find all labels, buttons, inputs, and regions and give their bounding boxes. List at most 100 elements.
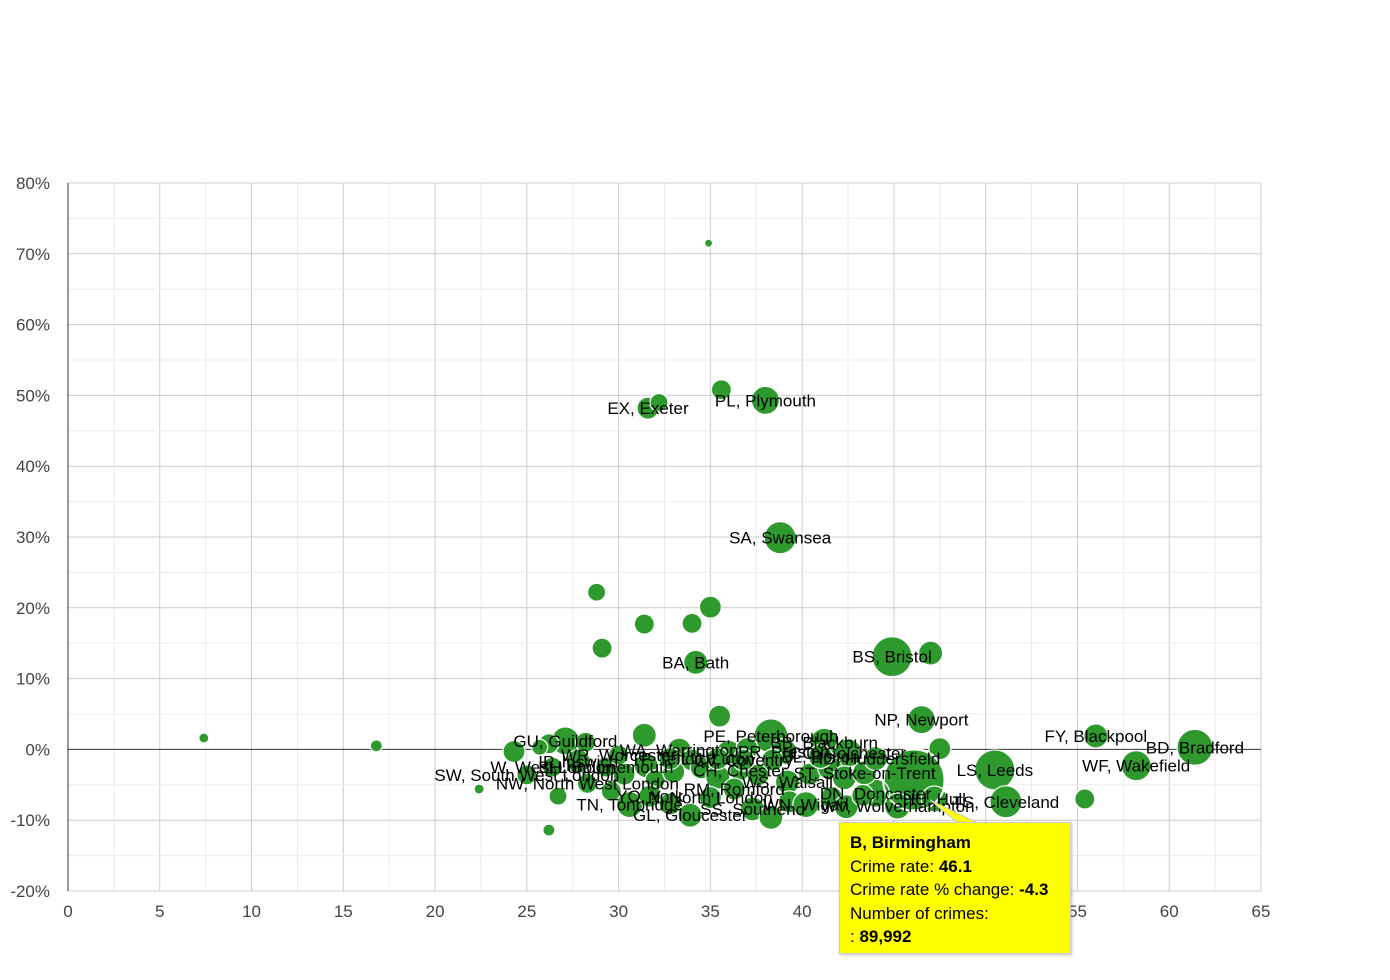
bubble-label: CV, Coventry (694, 751, 794, 770)
y-tick-label: -10% (10, 811, 50, 830)
bubble (586, 582, 607, 602)
bubble (703, 238, 714, 248)
x-tick-label: 65 (1252, 902, 1271, 921)
bubble (658, 792, 682, 816)
bubble-label: PL, Plymouth (715, 391, 816, 410)
bubble (851, 783, 875, 808)
bubble-label: WR, Worcester (561, 746, 676, 765)
bubble-label: WV, Wolverhampton (821, 797, 975, 816)
bubble-label: BS, Bristol (852, 648, 931, 667)
bubble-label: CH, Chester (693, 762, 787, 781)
bubble-label: IP, Ipswich (538, 752, 618, 771)
bubble (658, 747, 682, 771)
bubble-label: BL, Bolton (781, 747, 859, 766)
tooltip-title: B, Birmingham (850, 833, 971, 852)
bubble (758, 804, 784, 830)
bubble (638, 784, 662, 808)
bubble-label: WN, Wigan (763, 796, 849, 815)
y-tick-label: 70% (16, 245, 50, 264)
bubble-labels: PL, Plymouth EX, Exeter SA, Swansea BA, Bat… (434, 391, 1244, 825)
tooltip-count-value: 89,992 (859, 927, 912, 946)
y-tick-label: 40% (16, 457, 50, 476)
bubbles (198, 238, 1214, 837)
bubble (710, 379, 732, 401)
bubble (681, 612, 703, 634)
bubble-label: N, North London (648, 789, 773, 808)
bubble (565, 748, 591, 775)
bubble (649, 392, 669, 413)
bubble (746, 763, 770, 787)
bubble-label: TS, Cleveland (952, 793, 1059, 812)
bubble-label: SA, Swansea (729, 529, 832, 548)
tooltip-count-label: Number of crimes: (850, 903, 989, 923)
x-tick-label: 15 (334, 902, 353, 921)
bubble-label: TN, Tonbridge (576, 796, 682, 815)
y-tick-label: 10% (16, 670, 50, 689)
bubble-label: GU, Guildford (513, 732, 617, 751)
bubble-label: LU, Luton (681, 750, 755, 769)
bubble (516, 764, 538, 786)
bubble (792, 791, 820, 819)
bubble (677, 802, 703, 828)
bubble (707, 704, 732, 728)
bubble (502, 739, 526, 764)
highlight-ring (882, 747, 947, 812)
bubble-label: SS, Southend (700, 800, 805, 819)
bubble (542, 823, 556, 837)
bubble-label: WA, Warrington (620, 741, 739, 760)
bubble-label: W, West London (490, 758, 614, 777)
bubble-label: GL, Gloucester (633, 806, 748, 825)
bubble-label: WF, Wakefield (1082, 757, 1190, 776)
bubble (631, 722, 657, 748)
y-tick-label: 30% (16, 528, 50, 547)
bubble (761, 748, 785, 772)
x-tick-label: 35 (701, 902, 720, 921)
bubble (763, 521, 797, 555)
bubble-label: PE, Peterborough (703, 727, 838, 746)
bubble-label: TF, Telford (630, 750, 709, 769)
bubble (633, 613, 655, 635)
tooltip: B, Birmingham Crime rate: 46.1 Crime rat… (839, 822, 1071, 954)
bubble-label: LS, Leeds (957, 761, 1034, 780)
bubble-label: HD, Huddersfield (811, 750, 940, 769)
y-tick-label: 80% (16, 174, 50, 193)
bubble (198, 732, 210, 744)
bubble-label: CO, Colchester (790, 744, 907, 763)
x-tick-label: 60 (1160, 902, 1179, 921)
bubble (750, 385, 781, 415)
bubble (698, 785, 722, 810)
bubble-label: BH, Bournemouth (538, 758, 673, 777)
bubble (369, 739, 383, 753)
tooltip-count-prefix: : (850, 927, 855, 946)
y-tick-label: -20% (10, 882, 50, 901)
bubble (600, 780, 622, 802)
bubble (871, 636, 913, 678)
y-tick-label: 20% (16, 599, 50, 618)
bubble (531, 738, 549, 756)
y-tick-label: 50% (16, 386, 50, 405)
bubble-label: NP, Newport (874, 711, 968, 730)
bubble-label: RM, Romford (684, 780, 785, 799)
bubble-label: BD, Bradford (1146, 738, 1244, 757)
bubble (608, 744, 630, 766)
bubble (731, 748, 756, 772)
bubble (1083, 723, 1109, 749)
bubble (591, 637, 613, 659)
bubble-label: EX, Exeter (607, 399, 689, 418)
bubble-label: FY, Blackpool (1044, 727, 1147, 746)
y-tick-label: 60% (16, 316, 50, 335)
bubble (1120, 750, 1152, 782)
bubble (906, 705, 937, 735)
tooltip-crime-rate-label: Crime rate: (850, 856, 935, 876)
bubble (1074, 788, 1096, 810)
tooltip-change-label: Crime rate % change: (850, 880, 1015, 899)
bubble (706, 747, 730, 771)
bubble-label: ST, Stoke-on-Trent (794, 764, 936, 783)
x-tick-label: 5 (155, 902, 164, 921)
bubble-label: PR, Preston (738, 743, 830, 762)
bubble-label: WS, Walsall (742, 773, 833, 792)
bubble-label: NW, North West London (496, 774, 679, 793)
bubble-label: HU, Hull (903, 790, 966, 809)
x-tick-label: 30 (609, 902, 628, 921)
bubble (683, 649, 709, 675)
